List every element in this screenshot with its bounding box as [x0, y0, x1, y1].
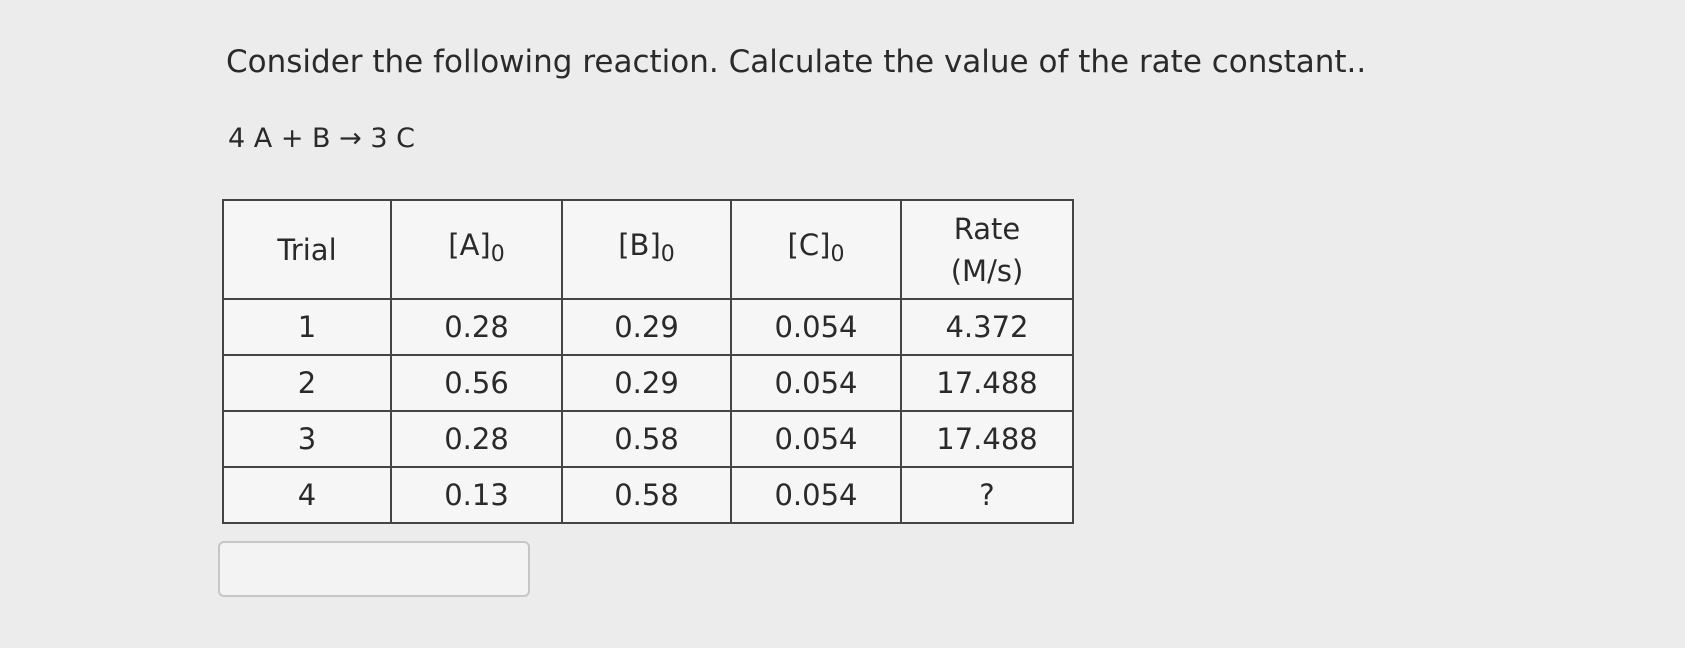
header-label: Trial: [277, 232, 337, 267]
header-subscript: 0: [830, 241, 845, 267]
table-cell: 0.28: [390, 410, 563, 468]
header-subscript: 0: [490, 241, 505, 267]
header-label: [C]: [787, 227, 831, 262]
column-header: Rate (M/s): [900, 199, 1074, 300]
table-head: Trial [A]0 [B]0 [C]0 Rate (M/s): [222, 199, 1074, 300]
table-cell: 3: [222, 410, 392, 468]
table-cell: 2: [222, 354, 392, 412]
table-cell: 0.29: [561, 354, 732, 412]
column-header: [A]0: [390, 199, 563, 300]
column-header: Trial: [222, 199, 392, 300]
data-table: Trial [A]0 [B]0 [C]0 Rate (M/s) 1 0.28 0.29 0.05…: [222, 199, 1074, 524]
table-cell: 4: [222, 466, 392, 524]
table-cell: ?: [900, 466, 1074, 524]
header-label: Rate: [953, 211, 1021, 246]
table-body: 1 0.28 0.29 0.054 4.372 2 0.56 0.29 0.054 17.488 3…: [222, 298, 1074, 524]
table-row: 4 0.13 0.58 0.054?: [222, 466, 1074, 524]
table-cell: 0.054: [730, 466, 902, 524]
table-cell: 0.28: [390, 298, 563, 356]
table-cell: 0.054: [730, 354, 902, 412]
table-cell: 17.488: [900, 410, 1074, 468]
table-cell: 1: [222, 298, 392, 356]
table-cell: 0.58: [561, 466, 732, 524]
question-prompt: Consider the following reaction. Calcula…: [226, 44, 1367, 80]
answer-input[interactable]: [218, 541, 530, 597]
header-label: [B]: [618, 227, 661, 262]
table-cell: 4.372: [900, 298, 1074, 356]
header-subscript: 0: [660, 241, 675, 267]
table-cell: 0.13: [390, 466, 563, 524]
column-header: [C]0: [730, 199, 902, 300]
reaction-equation: 4 A + B → 3 C: [228, 123, 415, 154]
table-cell: 0.29: [561, 298, 732, 356]
table-row: 1 0.28 0.29 0.054 4.372: [222, 298, 1074, 356]
table-row: 3 0.28 0.58 0.054 17.488: [222, 410, 1074, 468]
table-cell: 0.56: [390, 354, 563, 412]
header-row: Trial [A]0 [B]0 [C]0 Rate (M/s): [222, 199, 1074, 300]
column-header: [B]0: [561, 199, 732, 300]
header-unit: (M/s): [950, 253, 1024, 288]
table-cell: 0.58: [561, 410, 732, 468]
table-cell: 0.054: [730, 410, 902, 468]
table-cell: 0.054: [730, 298, 902, 356]
table-cell: 17.488: [900, 354, 1074, 412]
header-label: [A]: [448, 227, 491, 262]
table-row: 2 0.56 0.29 0.054 17.488: [222, 354, 1074, 412]
